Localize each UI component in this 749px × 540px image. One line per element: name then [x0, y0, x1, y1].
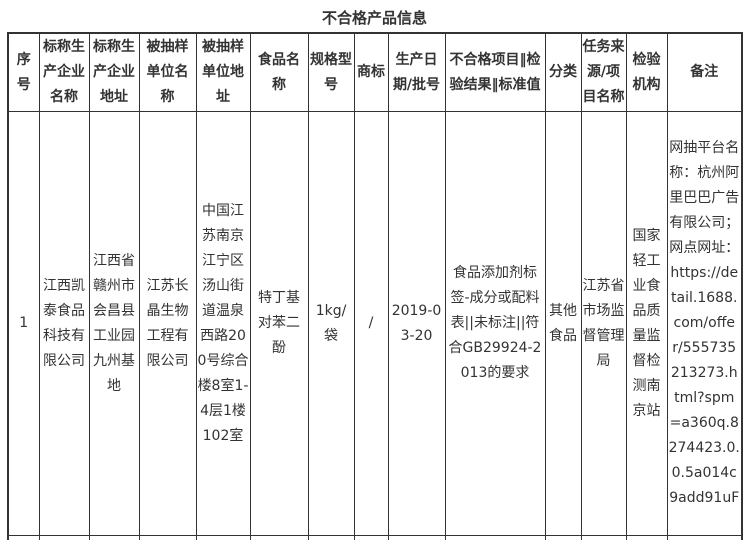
col-header-sampled-unit-name: 被抽样单位名称 — [138, 32, 197, 112]
col-header-nonconforming-item: 不合格项目‖检验结果‖标准值 — [444, 32, 546, 112]
col-header-remarks: 备注 — [666, 32, 743, 112]
cell-empty — [387, 535, 446, 540]
nonconforming-products-table: 序号 标称生产企业名称 标称生产企业地址 被抽样单位名称 被抽样单位地址 食品名… — [7, 32, 743, 540]
col-header-task-source: 任务来源/项目名称 — [580, 32, 627, 112]
col-header-food-name: 食品名称 — [249, 32, 309, 112]
cell-empty — [307, 535, 355, 540]
table-header-row: 序号 标称生产企业名称 标称生产企业地址 被抽样单位名称 被抽样单位地址 食品名… — [7, 32, 743, 112]
cell-empty — [580, 535, 627, 540]
col-header-specification: 规格型号 — [307, 32, 355, 112]
cell-specification: 1kg/袋 — [307, 111, 355, 536]
col-header-sampled-unit-address: 被抽样单位地址 — [195, 32, 251, 112]
cell-serial-number: 1 — [7, 111, 40, 536]
cell-empty — [195, 535, 251, 540]
cell-empty — [7, 535, 40, 540]
cell-task-source: 江苏省市场监督管理局 — [580, 111, 627, 536]
page-title: 不合格产品信息 — [321, 9, 427, 27]
col-header-inspection-agency: 检验机构 — [625, 32, 668, 112]
cell-empty — [88, 535, 140, 540]
col-header-producer-address: 标称生产企业地址 — [88, 32, 140, 112]
cell-inspection-agency: 国家轻工业食品质量监督检测南京站 — [625, 111, 668, 536]
cell-empty — [353, 535, 389, 540]
table-row: 1 江西凯泰食品科技有限公司 江西省赣州市会昌县工业园九州基地 江苏长晶生物工程… — [7, 111, 743, 536]
cell-category: 其他食品 — [544, 111, 582, 536]
col-header-producer-name: 标称生产企业名称 — [38, 32, 90, 112]
cell-empty — [249, 535, 309, 540]
cell-trademark: / — [353, 111, 389, 536]
col-header-production-date: 生产日期/批号 — [387, 32, 446, 112]
cell-producer-name: 江西凯泰食品科技有限公司 — [38, 111, 90, 536]
cell-empty — [444, 535, 546, 540]
cell-empty — [38, 535, 90, 540]
col-header-serial-number: 序号 — [7, 32, 40, 112]
cell-sampled-unit-address: 中国江苏南京江宁区汤山街道温泉西路200号综合楼8室1-4层1楼102室 — [195, 111, 251, 536]
cell-empty — [138, 535, 197, 540]
cell-empty — [666, 535, 743, 540]
cell-empty — [544, 535, 582, 540]
col-header-category: 分类 — [544, 32, 582, 112]
cell-food-name: 特丁基对苯二酚 — [249, 111, 309, 536]
cell-sampled-unit-name: 江苏长晶生物工程有限公司 — [138, 111, 197, 536]
cell-remarks: 网抽平台名称：杭州阿里巴巴广告有限公司；网点网址：https://detail.… — [666, 111, 743, 536]
cell-nonconforming-item: 食品添加剂标签-成分或配料表||未标注||符合GB29924-2013的要求 — [444, 111, 546, 536]
cell-empty — [625, 535, 668, 540]
cell-producer-address: 江西省赣州市会昌县工业园九州基地 — [88, 111, 140, 536]
cell-production-date: 2019-03-20 — [387, 111, 446, 536]
table-row-partial — [7, 535, 743, 540]
col-header-trademark: 商标 — [353, 32, 389, 112]
